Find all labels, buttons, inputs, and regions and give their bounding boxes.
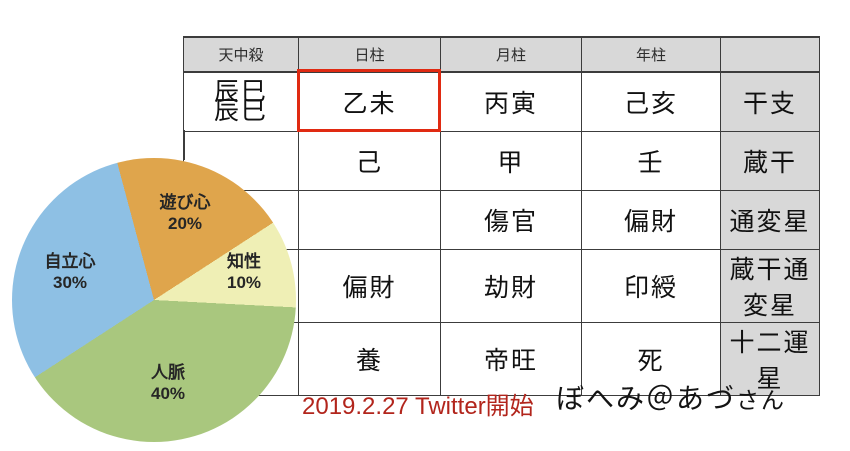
row-label-kanshi: 干支	[720, 71, 820, 132]
pie-label-playfulness: 遊び心 20%	[125, 192, 245, 234]
cell-tenchusatsu-value: 辰巳 辰巳	[183, 71, 299, 132]
pie-label-connections-value: 40%	[150, 384, 186, 403]
pie-label-independence-value: 30%	[52, 273, 88, 292]
cell-month-zokan: 甲	[440, 131, 582, 191]
cell-month-kanshi: 丙寅	[440, 71, 582, 132]
cell-month-zokan-tsuhensei: 劫財	[440, 249, 582, 323]
cell-header-corner	[720, 36, 820, 73]
cell-year-zokan-tsuhensei: 印綬	[581, 249, 721, 323]
cell-day-juni-unsei: 養	[298, 322, 441, 396]
pie-label-playfulness-value: 20%	[167, 214, 203, 233]
cell-header-month-pillar: 月柱	[440, 36, 582, 73]
pie-label-intellect: 知性 10%	[184, 251, 304, 293]
row-label-tsuhensei: 通変星	[720, 190, 820, 250]
personality-pie-chart: 遊び心 20% 知性 10% 人脈 40% 自立心 30%	[12, 158, 296, 442]
account-credit-name: ぼへみ＠あづ	[556, 383, 737, 414]
row-label-zokan-tsuhensei: 蔵干通変星	[720, 249, 820, 323]
pie-label-connections-name: 人脈	[151, 363, 185, 382]
row-label-juni-unsei: 十二運星	[720, 322, 820, 396]
pie-label-playfulness-name: 遊び心	[159, 193, 211, 212]
cell-header-day-pillar: 日柱	[298, 36, 441, 73]
table-header-row: 天中殺 日柱 月柱 年柱	[183, 36, 820, 73]
table-row-kanshi: 辰巳 辰巳 乙未 丙寅 己亥 干支	[183, 71, 820, 132]
tenchusatsu-line-1: 辰巳	[213, 78, 268, 106]
pie-label-independence: 自立心 30%	[10, 251, 130, 293]
tenchusatsu-line-2: 辰巳	[213, 97, 268, 125]
pie-label-intellect-name: 知性	[227, 252, 261, 271]
pie-label-connections: 人脈 40%	[108, 362, 228, 404]
cell-day-zokan: 己	[298, 131, 441, 191]
cell-day-zokan-tsuhensei: 偏財	[298, 249, 441, 323]
cell-year-tsuhensei: 偏財	[581, 190, 721, 250]
cell-day-tsuhensei	[298, 190, 441, 250]
tenchusatsu-column-border-fragment	[183, 130, 185, 160]
account-credit-honorific: さん	[736, 387, 787, 413]
twitter-start-date-note: 2019.2.27 Twitter開始	[302, 393, 534, 420]
cell-header-tenchusatsu: 天中殺	[183, 36, 299, 73]
cell-year-juni-unsei: 死	[581, 322, 721, 396]
table-row-tsuhensei: 傷官 偏財 通変星	[183, 190, 820, 250]
pie-label-independence-name: 自立心	[44, 252, 96, 271]
cell-year-kanshi: 己亥	[581, 71, 721, 132]
pie-label-intellect-value: 10%	[226, 273, 262, 292]
cell-header-year-pillar: 年柱	[581, 36, 721, 73]
cell-month-juni-unsei: 帝旺	[440, 322, 582, 396]
cell-year-zokan: 壬	[581, 131, 721, 191]
cell-month-tsuhensei: 傷官	[440, 190, 582, 250]
day-pillar-highlight-box	[297, 69, 441, 132]
account-credit: ぼへみ＠あづさん	[556, 377, 786, 417]
cell-day-kanshi: 乙未	[298, 71, 441, 132]
table-row-zokan: 己 甲 壬 蔵干	[183, 131, 820, 191]
row-label-zokan: 蔵干	[720, 131, 820, 191]
